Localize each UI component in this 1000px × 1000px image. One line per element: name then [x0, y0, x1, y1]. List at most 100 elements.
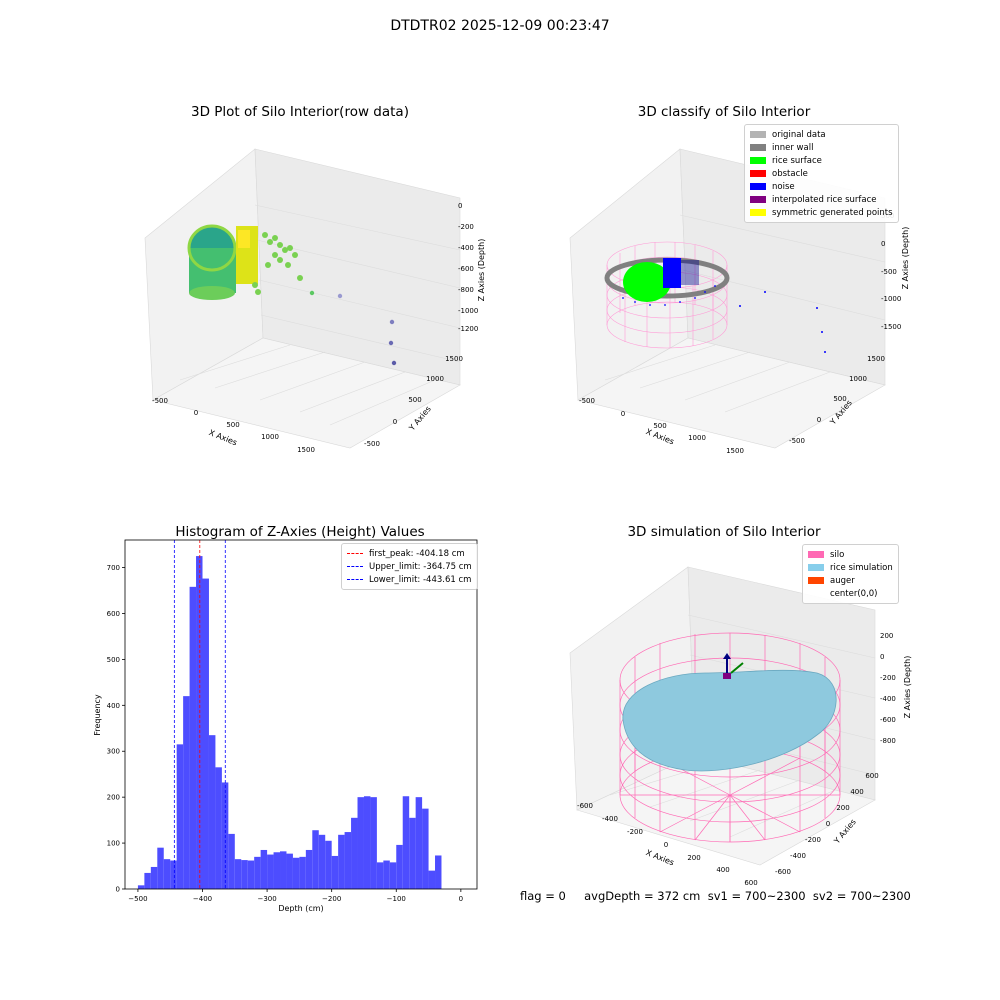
legend-label: first_peak: -404.18 cm	[369, 548, 465, 559]
p1-ytick-0: -500	[364, 440, 380, 448]
p4-ztick-0: 200	[880, 632, 893, 640]
histogram-bar	[292, 857, 300, 889]
y-tick-label: 400	[107, 702, 120, 710]
p4-ytick-6: 600	[865, 772, 878, 780]
legend-label: auger	[830, 575, 855, 586]
p2-ytick-4: 1500	[867, 355, 885, 363]
simulation-legend: silo rice simulation auger center(0,0)	[802, 544, 899, 604]
legend-label: obstacle	[772, 168, 808, 179]
depth-histogram: −500 −400 −300 −200 −100 0 0 100 200 300 400 500 600…	[93, 539, 478, 913]
p4-ztick-2: -200	[880, 674, 896, 682]
histogram-bar	[351, 817, 358, 889]
p1-ytick-4: 1500	[445, 355, 463, 363]
histogram-bar	[196, 556, 203, 889]
histogram-bar	[280, 851, 287, 889]
legend-swatch	[750, 196, 766, 203]
status-footer: flag = 0 avgDepth = 372 cm sv1 = 700~230…	[520, 889, 911, 903]
x-tick-label: −500	[128, 895, 147, 903]
legend-item: inner wall	[750, 141, 893, 154]
legend-label: original data	[772, 129, 826, 140]
p1-ytick-1: 0	[393, 418, 397, 426]
histogram-bar	[396, 844, 403, 889]
panel3-title: Histogram of Z-Axies (Height) Values	[175, 524, 425, 540]
p2-xtick-4: 1500	[726, 447, 744, 455]
p2-ytick-1: 0	[817, 416, 821, 424]
p2-ztick-1: 0	[881, 240, 885, 248]
histogram-bar	[338, 834, 345, 889]
legend-label: inner wall	[772, 142, 814, 153]
p1-ztick-1: -200	[458, 223, 474, 231]
p1-ztick-2: -400	[458, 244, 474, 252]
p4-ytick-1: -400	[790, 852, 806, 860]
p2-xtick-3: 1000	[688, 434, 706, 442]
p4-xtick-5: 400	[716, 866, 729, 874]
p4-ytick-2: -200	[805, 836, 821, 844]
legend-swatch	[808, 577, 824, 584]
raw-point-cloud	[187, 224, 258, 300]
p4-xtick-2: -200	[627, 828, 643, 836]
simulation-3d-plot: -600 -400 -200 0 200 400 600 -600 -400 -…	[569, 566, 912, 885]
figure-title: DTDTR02 2025-12-09 00:23:47	[390, 18, 610, 34]
rice-simulation-surface	[622, 669, 837, 772]
panel4-title: 3D simulation of Silo Interior	[627, 524, 821, 540]
legend-swatch	[750, 183, 766, 190]
histogram-bar	[260, 849, 268, 889]
y-tick-label: 500	[107, 656, 120, 664]
legend-label: interpolated rice surface	[772, 194, 877, 205]
p4-ytick-0: -600	[775, 868, 791, 876]
histogram-bar	[208, 735, 216, 889]
legend-item: first_peak: -404.18 cm	[347, 547, 472, 560]
y-tick-label: 700	[107, 564, 120, 572]
histogram-bar	[163, 859, 171, 889]
p1-xtick-2: 500	[226, 421, 239, 429]
p2-xtick-1: 0	[621, 410, 625, 418]
histogram-bar	[305, 849, 313, 889]
histogram-bar	[312, 830, 319, 889]
legend-item: noise	[750, 180, 893, 193]
histogram-bar	[286, 853, 293, 889]
legend-label: rice simulation	[830, 562, 893, 573]
p2-zlabel: Z Axies (Depth)	[901, 227, 910, 290]
p4-xtick-6: 600	[744, 879, 757, 885]
p2-ytick-2: 500	[833, 395, 846, 403]
legend-item: symmetric generated points	[750, 206, 893, 219]
histogram-bar	[299, 856, 306, 889]
legend-label: Upper_limit: -364.75 cm	[369, 561, 472, 572]
p2-ytick-0: -500	[789, 437, 805, 445]
histogram-bar	[376, 862, 384, 889]
histogram-bar	[344, 832, 352, 889]
legend-swatch	[808, 590, 824, 597]
histogram-bar	[254, 856, 261, 889]
p4-xtick-4: 200	[687, 854, 700, 862]
legend-label: silo	[830, 549, 845, 560]
histogram-bar	[241, 860, 248, 889]
p1-ztick-6: -1200	[458, 325, 478, 333]
legend-swatch	[750, 157, 766, 164]
histogram-bar	[409, 817, 416, 889]
histogram-bar	[234, 859, 242, 889]
y-tick-label: 100	[107, 840, 120, 848]
legend-swatch	[347, 566, 363, 567]
legend-item: interpolated rice surface	[750, 193, 893, 206]
legend-swatch	[808, 564, 824, 571]
p1-ztick-4: -800	[458, 286, 474, 294]
p1-ztick-3: -600	[458, 265, 474, 273]
p4-xtick-3: 0	[664, 841, 668, 849]
histogram-bar	[228, 833, 235, 889]
legend-swatch	[750, 170, 766, 177]
histogram-bar	[435, 855, 442, 889]
histogram-bar	[189, 586, 197, 889]
histogram-bar	[415, 797, 423, 889]
histogram-bar	[170, 860, 177, 889]
legend-label: symmetric generated points	[772, 207, 893, 218]
histogram-bar	[137, 885, 145, 889]
histogram-bar	[202, 578, 209, 889]
p1-ytick-2: 500	[408, 396, 421, 404]
auger-icon	[723, 653, 744, 679]
histogram-bar	[267, 854, 274, 889]
x-tick-label: −300	[257, 895, 276, 903]
p1-xtick-0: -500	[152, 397, 168, 405]
histogram-bar	[370, 797, 377, 889]
legend-swatch	[750, 209, 766, 216]
histogram-legend: first_peak: -404.18 cm Upper_limit: -364.…	[341, 543, 478, 590]
